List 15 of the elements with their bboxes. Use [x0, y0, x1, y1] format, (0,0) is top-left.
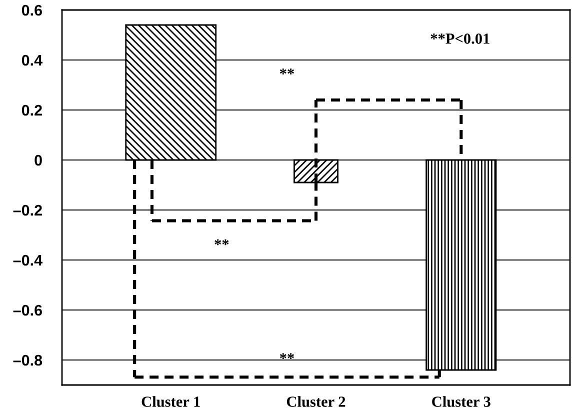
y-tick-label: –0.2 [13, 204, 42, 216]
annotation: ** [214, 239, 229, 246]
annotation: **P<0.01 [430, 34, 490, 44]
x-tick-label: Cluster 3 [432, 396, 490, 407]
y-tick-label: 0.2 [22, 104, 42, 116]
y-tick-label: 0 [34, 154, 42, 166]
annotation: ** [280, 68, 294, 74]
y-tick-label: –0.4 [13, 254, 42, 266]
y-tick-label: –0.8 [13, 354, 42, 366]
x-tick-label: Cluster 1 [142, 396, 200, 407]
annotation: ** [280, 353, 294, 359]
y-tick-label: –0.6 [13, 304, 42, 316]
y-tick-label: 0.4 [22, 54, 42, 66]
x-tick-label: Cluster 2 [286, 396, 346, 407]
y-tick-label: 0.6 [22, 4, 42, 16]
